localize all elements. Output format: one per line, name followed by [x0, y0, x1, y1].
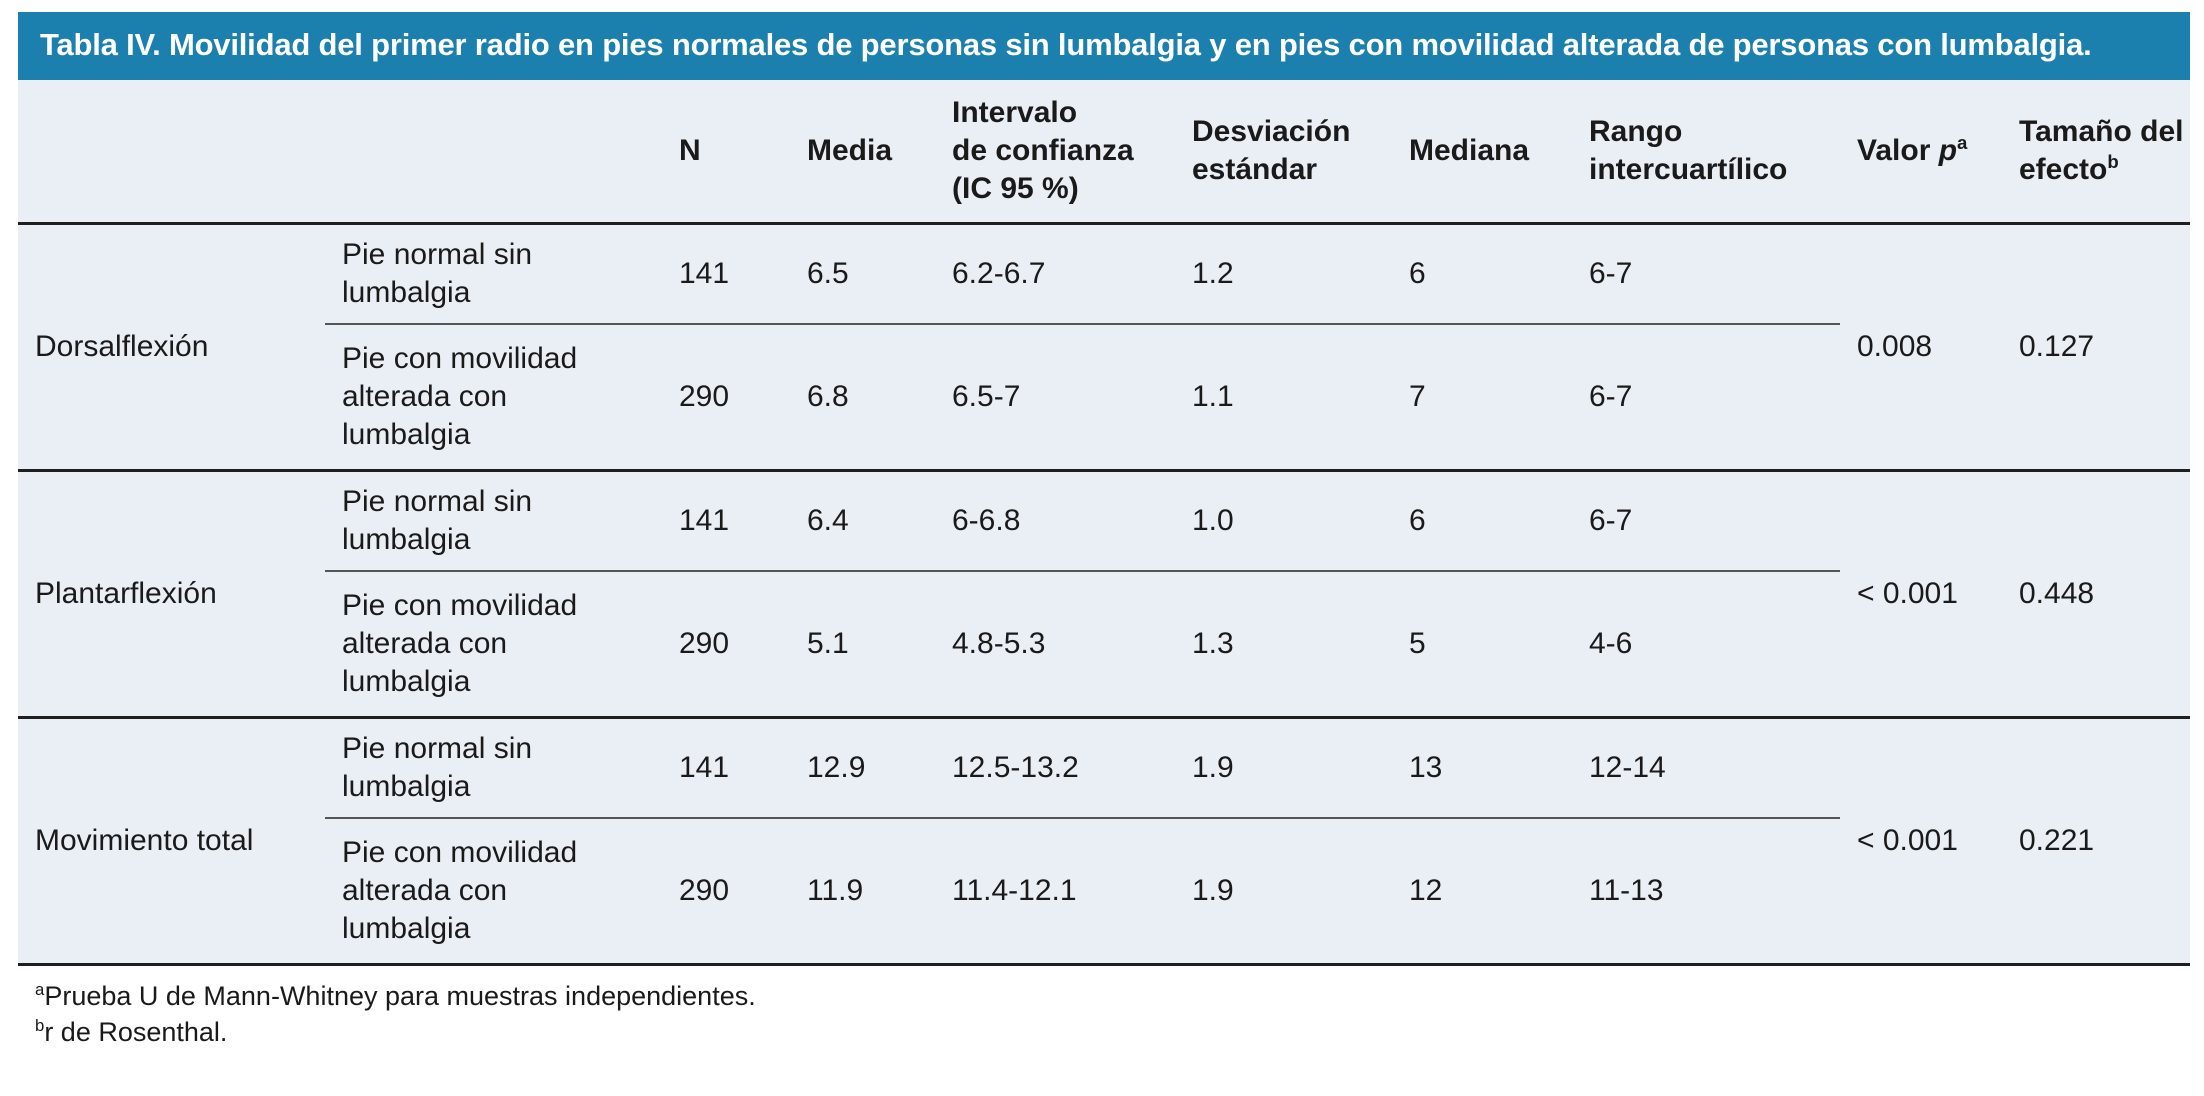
header-valor-p-sup: a — [1957, 132, 1968, 153]
table-card: Tabla IV. Movilidad del primer radio en … — [18, 12, 2190, 1050]
table-title: Tabla IV. Movilidad del primer radio en … — [18, 12, 2190, 80]
cell-ic: 4.8-5.3 — [952, 626, 1046, 660]
header-group-blank — [18, 80, 325, 224]
header-ic-line2: de confianza — [952, 134, 1134, 167]
footnote-a: aPrueba U de Mann-Whitney para muestras … — [35, 978, 2190, 1014]
cell-sd: 1.9 — [1192, 873, 1234, 907]
header-rango-intercuartilico: Rango intercuartílico — [1589, 115, 1788, 186]
cell-mediana: 6 — [1392, 470, 1572, 572]
row-label: Pie con movilidad alterada con lumbalgia — [342, 835, 578, 945]
row-label: Pie con movilidad alterada con lumbalgia — [342, 341, 578, 451]
cell-n: 141 — [662, 470, 790, 572]
group-movimiento-total: Movimiento total Pie normal sin lumbalgi… — [18, 717, 2190, 965]
cell-n: 290 — [679, 873, 730, 907]
row-label: Pie con movilidad alterada con lumbalgia — [342, 588, 578, 698]
cell-ic: 6-6.8 — [935, 470, 1175, 572]
table-row: Plantarflexión Pie normal sin lumbalgia … — [18, 470, 2190, 610]
cell-media: 6.8 — [807, 379, 849, 413]
cell-ic: 12.5-13.2 — [935, 717, 1175, 819]
header-media: Media — [807, 134, 893, 167]
table-row: Dorsalflexión Pie normal sin lumbalgia 1… — [18, 223, 2190, 363]
cell-media: 6.5 — [790, 223, 935, 325]
cell-n: 290 — [679, 626, 730, 660]
header-tamano-efecto: Tamaño del efectob — [2002, 80, 2190, 224]
group-label: Dorsalflexión — [35, 330, 209, 363]
cell-ic: 6.5-7 — [952, 379, 1021, 413]
cell-sd: 1.3 — [1192, 626, 1234, 660]
cell-p-value: < 0.001 — [1857, 577, 1958, 610]
header-desviacion-estandar: Desviación estándar — [1192, 115, 1351, 186]
header-valor-p-symbol: p — [1938, 134, 1958, 167]
cell-n: 141 — [662, 223, 790, 325]
table-row: Pie con movilidad alterada con lumbalgia… — [18, 571, 2190, 718]
cell-p-value: 0.008 — [1857, 330, 1933, 363]
header-ic-line1: Intervalo — [952, 96, 1078, 129]
cell-mediana: 12 — [1409, 873, 1443, 907]
cell-sd: 1.1 — [1192, 379, 1234, 413]
cell-riq: 6-7 — [1572, 470, 1840, 572]
cell-riq: 11-13 — [1589, 873, 1664, 907]
row-label: Pie normal sin lumbalgia — [325, 223, 662, 325]
header-ic-line3: (IC 95 %) — [952, 172, 1079, 205]
cell-sd: 1.0 — [1175, 470, 1392, 572]
footnote-a-marker: a — [35, 980, 45, 999]
cell-effect-size: 0.221 — [2019, 824, 2095, 857]
table-header-row: N Media Intervalo de confianza (IC 95 %)… — [18, 80, 2190, 224]
cell-mediana: 7 — [1409, 379, 1426, 413]
header-tamano-sup: b — [2107, 151, 2119, 172]
cell-riq: 12-14 — [1572, 717, 1840, 819]
header-intervalo-confianza: Intervalo de confianza (IC 95 %) — [935, 80, 1175, 224]
header-sublabel-blank — [325, 80, 662, 224]
cell-ic: 6.2-6.7 — [935, 223, 1175, 325]
cell-p-value: < 0.001 — [1857, 824, 1958, 857]
footnote-b-text: r de Rosenthal. — [44, 1017, 228, 1047]
group-label: Plantarflexión — [35, 577, 217, 610]
footnote-b: br de Rosenthal. — [35, 1014, 2190, 1050]
header-mediana: Mediana — [1409, 134, 1530, 167]
header-n: N — [679, 134, 701, 167]
cell-riq: 4-6 — [1589, 626, 1633, 660]
cell-media: 12.9 — [790, 717, 935, 819]
cell-media: 6.4 — [790, 470, 935, 572]
header-valor-p: Valor pa — [1840, 80, 2002, 224]
cell-mediana: 5 — [1409, 626, 1426, 660]
table-row: Movimiento total Pie normal sin lumbalgi… — [18, 717, 2190, 857]
header-valor-p-text: Valor — [1857, 134, 1939, 167]
cell-n: 141 — [662, 717, 790, 819]
cell-media: 11.9 — [807, 873, 864, 907]
group-dorsalflexion: Dorsalflexión Pie normal sin lumbalgia 1… — [18, 223, 2190, 471]
footnote-a-text: Prueba U de Mann-Whitney para muestras i… — [44, 981, 756, 1011]
cell-effect-size: 0.127 — [2019, 330, 2095, 363]
cell-mediana: 6 — [1392, 223, 1572, 325]
cell-riq: 6-7 — [1589, 379, 1633, 413]
cell-sd: 1.9 — [1175, 717, 1392, 819]
table-row: Pie con movilidad alterada con lumbalgia… — [18, 818, 2190, 965]
footnote-b-marker: b — [35, 1016, 45, 1035]
cell-sd: 1.2 — [1175, 223, 1392, 325]
cell-n: 290 — [679, 379, 730, 413]
cell-media: 5.1 — [807, 626, 849, 660]
cell-mediana: 13 — [1392, 717, 1572, 819]
cell-ic: 11.4-12.1 — [952, 873, 1077, 907]
table-row: Pie con movilidad alterada con lumbalgia… — [18, 324, 2190, 471]
cell-effect-size: 0.448 — [2019, 577, 2095, 610]
cell-riq: 6-7 — [1572, 223, 1840, 325]
footnotes: aPrueba U de Mann-Whitney para muestras … — [18, 978, 2190, 1050]
row-label: Pie normal sin lumbalgia — [325, 470, 662, 572]
data-table: N Media Intervalo de confianza (IC 95 %)… — [18, 80, 2190, 966]
header-tamano-text: Tamaño del efecto — [2019, 115, 2184, 186]
row-label: Pie normal sin lumbalgia — [325, 717, 662, 819]
group-label: Movimiento total — [35, 824, 254, 857]
group-plantarflexion: Plantarflexión Pie normal sin lumbalgia … — [18, 470, 2190, 718]
